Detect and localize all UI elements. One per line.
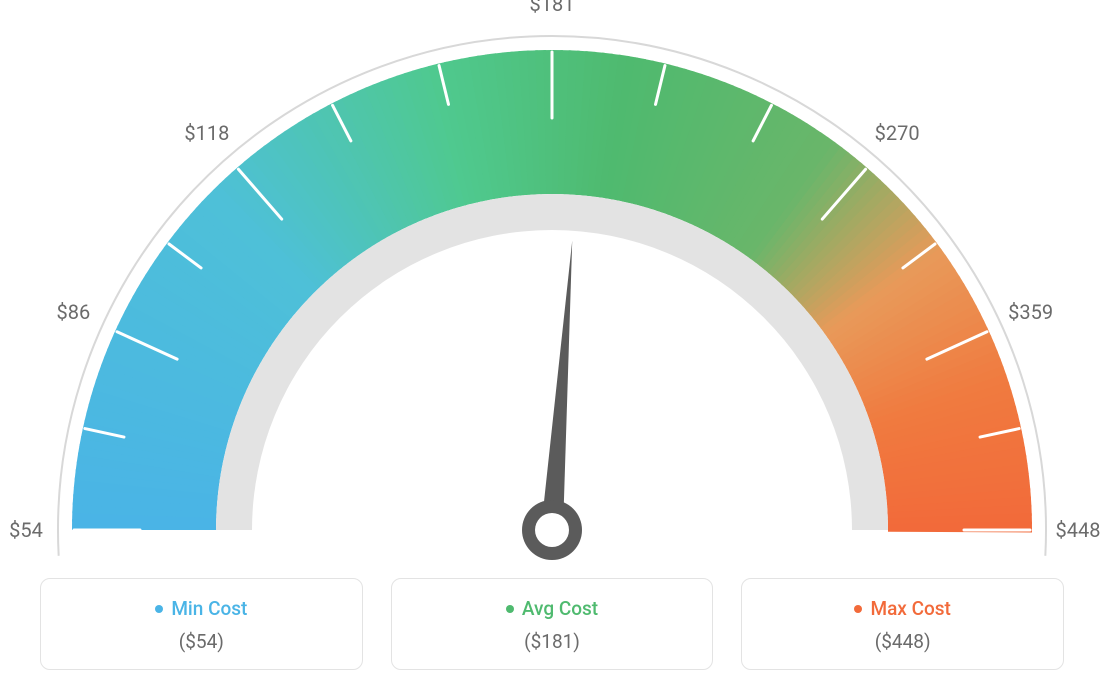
legend-title-avg: Avg Cost	[506, 597, 598, 620]
legend-card-min: Min Cost ($54)	[40, 578, 363, 670]
gauge-tick-label: $448	[1056, 518, 1101, 542]
legend-dot-max	[854, 605, 862, 613]
gauge-tick-label: $181	[530, 0, 575, 16]
legend-value-max: ($448)	[742, 630, 1063, 653]
legend-title-avg-text: Avg Cost	[522, 597, 598, 620]
legend-dot-min	[155, 605, 163, 613]
gauge-tick-label: $118	[184, 121, 229, 145]
legend-title-min: Min Cost	[155, 597, 247, 620]
legend-title-max: Max Cost	[854, 597, 950, 620]
gauge-container: $54$86$118$181$270$359$448	[0, 10, 1104, 570]
legend-dot-avg	[506, 605, 514, 613]
legend-card-max: Max Cost ($448)	[741, 578, 1064, 670]
legend-title-max-text: Max Cost	[870, 597, 950, 620]
gauge-tick-label: $54	[9, 518, 43, 542]
legend-value-min: ($54)	[41, 630, 362, 653]
legend-title-min-text: Min Cost	[171, 597, 247, 620]
gauge-tick-label: $359	[1008, 300, 1053, 324]
gauge-svg	[0, 10, 1104, 570]
legend-value-avg: ($181)	[392, 630, 713, 653]
gauge-tick-label: $270	[875, 121, 920, 145]
gauge-tick-label: $86	[56, 300, 90, 324]
legend-card-avg: Avg Cost ($181)	[391, 578, 714, 670]
legend-row: Min Cost ($54) Avg Cost ($181) Max Cost …	[40, 578, 1064, 670]
